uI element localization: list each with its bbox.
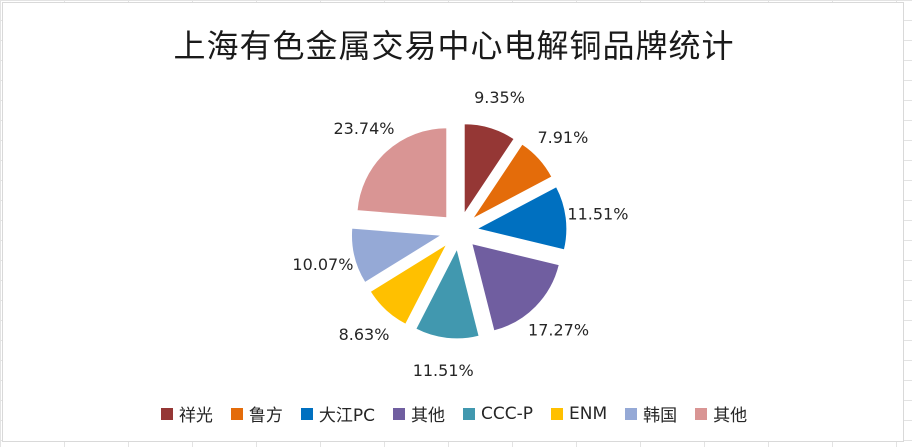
pie-slice[interactable] xyxy=(356,127,448,219)
pie-slice-label: 11.51% xyxy=(567,205,628,224)
legend-label: CCC-P xyxy=(480,403,533,424)
legend-swatch xyxy=(550,407,563,420)
legend-label: 其他 xyxy=(410,406,445,426)
pie-slice-label: 7.91% xyxy=(537,128,588,147)
pie-slice[interactable] xyxy=(351,227,444,284)
legend-item: 祥光 xyxy=(160,401,213,426)
legend-swatch xyxy=(392,407,405,420)
legend-label: ENM xyxy=(568,403,608,424)
legend-label: 鲁方 xyxy=(248,406,283,426)
legend-label: 其他 xyxy=(713,406,748,426)
pie-slice[interactable] xyxy=(463,123,515,216)
legend-swatch xyxy=(160,407,173,420)
legend-item: 鲁方 xyxy=(230,401,283,426)
pie-slice[interactable] xyxy=(369,242,449,325)
legend-item: ENM xyxy=(550,403,608,424)
chart-title: 上海有色金属交易中心电解铜品牌统计 xyxy=(173,27,735,65)
legend-label: 韩国 xyxy=(643,406,678,426)
legend-item: 大江PC xyxy=(300,401,375,426)
legend-swatch xyxy=(230,407,243,420)
legend-item: CCC-P xyxy=(462,403,533,424)
pie-slice-label: 9.35% xyxy=(474,88,525,107)
legend-item: 其他 xyxy=(695,401,747,426)
legend-swatch xyxy=(625,407,638,420)
legend-swatch xyxy=(300,407,313,420)
pie-slice-label: 23.74% xyxy=(333,119,394,138)
pie-slice[interactable] xyxy=(471,242,560,332)
pie-slice-label: 10.07% xyxy=(292,255,353,274)
pie-slice-label: 11.51% xyxy=(413,361,474,380)
chart-legend: 祥光 鲁方 大江PC 其他 CCC-P ENM 韩国 其他 xyxy=(3,401,905,426)
pie-slice-label: 17.27% xyxy=(528,320,589,339)
chart-area[interactable]: 上海有色金属交易中心电解铜品牌统计 9.35% 7.91% 11.51% 17.27%… xyxy=(2,2,904,442)
legend-label: 大江PC xyxy=(318,406,375,426)
pie-slice[interactable] xyxy=(471,143,553,220)
legend-item: 韩国 xyxy=(625,401,677,426)
legend-item: 其他 xyxy=(392,401,445,426)
pie-slice-label: 8.63% xyxy=(339,325,390,344)
legend-label: 祥光 xyxy=(178,406,213,426)
pie-slice[interactable] xyxy=(415,247,480,340)
legend-swatch xyxy=(695,407,708,420)
pie-chart[interactable]: 9.35% 7.91% 11.51% 17.27% 11.51% 8.63% 10.07% 2… xyxy=(3,3,905,443)
pie-slice[interactable] xyxy=(475,186,568,251)
legend-swatch xyxy=(462,407,475,420)
